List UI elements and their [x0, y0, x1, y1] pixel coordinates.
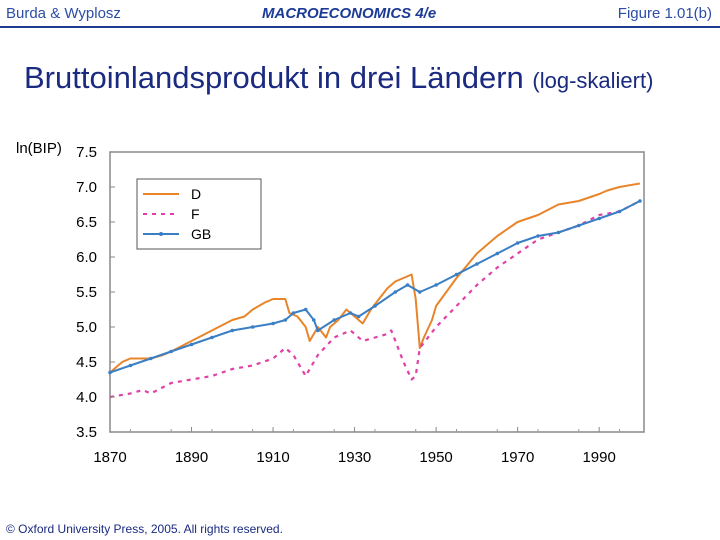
data-point-gb [303, 307, 308, 312]
data-point-gb [577, 223, 581, 228]
y-tick-label: 3.5 [76, 424, 97, 441]
data-point-gb [405, 283, 410, 287]
data-point-gb [373, 304, 377, 308]
x-tick-label: 1950 [419, 449, 452, 466]
x-tick-label: 1890 [175, 449, 208, 466]
y-tick-label: 6.5 [76, 214, 97, 231]
x-tick-label: 1970 [501, 449, 534, 466]
data-point-gb [536, 234, 540, 238]
data-point-gb [556, 230, 561, 235]
data-point-gb [210, 335, 214, 340]
chart-subtitle: (log-skaliert) [532, 68, 654, 93]
data-point-gb [271, 321, 275, 326]
y-tick-label: 6.0 [76, 249, 97, 266]
y-tick-label: 7.0 [76, 179, 97, 196]
series-line-f [109, 200, 641, 399]
x-tick-label: 1870 [93, 449, 126, 466]
y-axis-label: ln(BIP) [16, 140, 62, 157]
header-bar: Burda & Wyplosz MACROECONOMICS 4/e Figur… [0, 0, 720, 28]
data-point-gb [283, 318, 288, 322]
data-point-gb [597, 216, 601, 221]
chart-title: Bruttoinlandsprodukt in drei Ländern [24, 60, 524, 95]
data-point-gb [230, 328, 235, 333]
header-figure-number: Figure 1.01(b) [617, 5, 712, 22]
y-tick-label: 7.5 [76, 144, 97, 161]
data-point-gb [638, 199, 642, 203]
data-point-gb [316, 328, 320, 333]
y-tick-label: 5.0 [76, 319, 97, 336]
legend-label-gb: GB [191, 226, 211, 242]
legend-label-f: F [191, 206, 200, 222]
copyright-footer: © Oxford University Press, 2005. All rig… [6, 522, 283, 536]
data-point-gb [128, 363, 133, 368]
data-point-gb [149, 356, 153, 361]
data-point-gb [617, 209, 622, 214]
data-point-gb [332, 318, 337, 322]
data-point-gb [393, 290, 398, 294]
y-tick-label: 5.5 [76, 284, 97, 301]
data-point-gb [475, 262, 479, 266]
x-tick-label: 1930 [338, 449, 371, 466]
x-tick-label: 1910 [256, 449, 289, 466]
data-point-gb [454, 272, 459, 277]
data-point-gb [418, 290, 422, 294]
header-left-text: Burda & Wyplosz [6, 5, 121, 22]
legend-marker-gb [159, 232, 163, 236]
series-line-d [109, 182, 641, 374]
legend-label-d: D [191, 186, 201, 202]
data-point-gb [348, 311, 353, 315]
data-point-gb [169, 349, 173, 354]
data-point-gb [291, 311, 296, 315]
data-point-gb [515, 241, 520, 245]
data-point-gb [356, 314, 361, 319]
series-line-gb [109, 200, 641, 374]
data-point-gb [108, 370, 112, 375]
data-point-gb [312, 318, 316, 322]
y-tick-label: 4.0 [76, 389, 97, 406]
data-point-gb [189, 342, 194, 347]
y-tick-label: 4.5 [76, 354, 97, 371]
x-tick-label: 1990 [582, 449, 615, 466]
legend-box [136, 178, 262, 250]
data-point-gb [250, 325, 255, 329]
header-book-title: MACROECONOMICS 4/e [262, 5, 437, 22]
data-point-gb [434, 283, 438, 287]
chart-title-block: Bruttoinlandsprodukt in drei Ländern (lo… [24, 60, 653, 96]
data-point-gb [495, 251, 500, 256]
